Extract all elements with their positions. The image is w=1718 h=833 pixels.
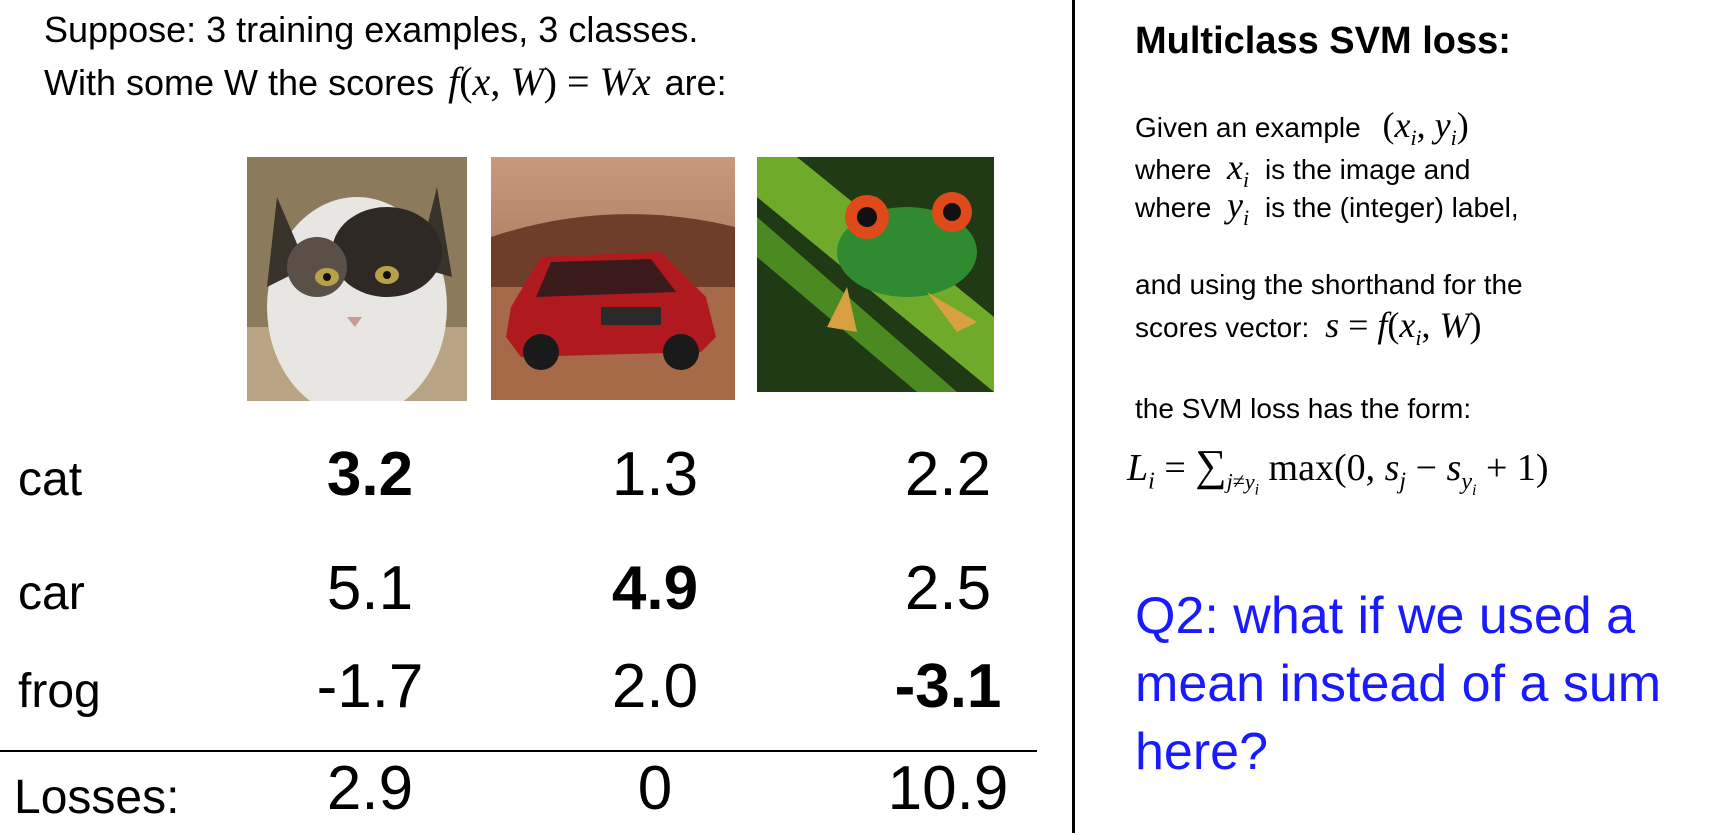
loss-value-2: 10.9 <box>887 754 1009 823</box>
losses-label: Losses: <box>14 771 180 824</box>
score-cat-1: 1.3 <box>611 440 699 509</box>
where-x-prefix: where <box>1135 154 1212 185</box>
cat-photo <box>247 157 467 401</box>
score-frog-0: -1.7 <box>316 652 424 721</box>
scores-vector-prefix: scores vector: <box>1135 312 1310 343</box>
where-y-line: where yi is the (integer) label, <box>1135 185 1519 235</box>
example-pair-formula: (xi, yi) <box>1382 105 1469 151</box>
score-car-1: 4.9 <box>611 554 699 623</box>
intro-suffix: are: <box>664 62 727 103</box>
y-i-symbol: yi <box>1227 185 1250 231</box>
car-photo <box>491 157 735 400</box>
where-y-prefix: where <box>1135 192 1212 223</box>
where-y-suffix: is the (integer) label, <box>1264 192 1519 223</box>
score-car-0: 5.1 <box>326 554 414 623</box>
given-prefix: Given an example <box>1135 112 1361 143</box>
scores-vector-formula: s = f(xi, W) <box>1325 305 1482 351</box>
score-frog-2: -3.1 <box>894 652 1002 721</box>
intro-prefix: With some W the scores <box>44 62 435 103</box>
class-label-cat: cat <box>18 453 83 506</box>
shorthand-line: and using the shorthand for the <box>1135 269 1523 300</box>
loss-value-1: 0 <box>637 754 673 823</box>
score-cat-0: 3.2 <box>326 440 414 509</box>
where-x-line: where xi is the image and <box>1135 147 1471 197</box>
score-frog-1: 2.0 <box>611 652 699 721</box>
scores-vector-line: scores vector: s = f(xi, W) <box>1135 305 1482 355</box>
class-label-car: car <box>18 567 85 620</box>
score-function-formula: f(x, W) = Wx <box>448 59 651 104</box>
panel-divider <box>1072 0 1075 833</box>
where-x-suffix: is the image and <box>1264 154 1471 185</box>
svm-loss-title: Multiclass SVM loss: <box>1135 20 1511 62</box>
svm-loss-formula: Li = ∑j≠yi max(0, sj − syi + 1) <box>1127 441 1549 499</box>
frog-photo <box>757 157 994 392</box>
class-label-frog: frog <box>18 665 101 718</box>
intro-text-scores: With some W the scores f(x, W) = Wx are: <box>44 60 727 105</box>
score-car-2: 2.5 <box>904 554 992 623</box>
losses-divider <box>0 750 1037 752</box>
loss-form-label: the SVM loss has the form: <box>1135 393 1472 424</box>
given-example-line: Given an example (xi, yi) <box>1135 105 1469 155</box>
x-i-symbol: xi <box>1227 147 1250 193</box>
score-cat-2: 2.2 <box>904 440 992 509</box>
question-text: Q2: what if we used a mean instead of a … <box>1135 587 1662 781</box>
loss-value-0: 2.9 <box>326 754 414 823</box>
intro-text: Suppose: 3 training examples, 3 classes. <box>44 9 699 50</box>
